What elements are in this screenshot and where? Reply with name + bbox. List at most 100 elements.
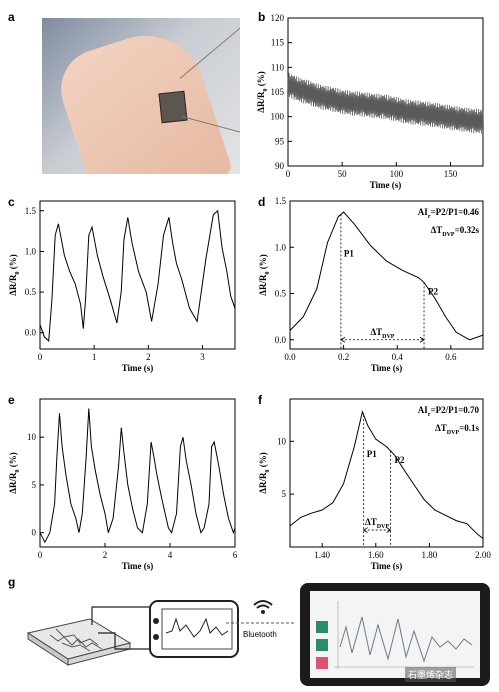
x-tick-label: 0 [38,550,43,560]
arrow-head [386,527,392,533]
app-button-green [316,621,328,633]
app-button-pink [316,657,328,669]
x-tick-label: 6 [233,550,238,560]
app-waveform [334,601,474,669]
chart-f: 1.40 1.60 1.80 2.00 5 10 Time (s) ΔR/R0 (%) P1 P2… [258,398,491,571]
panel-label-a: a [8,10,15,24]
plot-frame [39,200,236,350]
chart-c: 0 1 2 3 0.0 0.5 1.0 1.5 Time (s) ΔR/R0 (%) [8,200,236,373]
x-axis-label: Time (s) [122,561,154,571]
x-tick-label: 150 [444,169,458,179]
y-tick-label: 110 [271,62,285,72]
dashed-link [226,622,296,624]
arrow-head [419,336,425,343]
lead-wire [91,606,156,625]
x-tick-label: 100 [390,169,404,179]
p1-label: P1 [367,449,377,459]
series-line [289,410,484,539]
y-axis-label: ΔR/R0 (%) [8,254,21,295]
x-tick-label: 0.0 [284,352,296,362]
x-tick-label: 2.00 [475,550,491,560]
x-tick-label: 1.40 [314,550,330,560]
y-tick-label: 105 [271,87,285,97]
p1-label: P1 [344,248,354,258]
watermark: 石墨烯杂志 [405,667,457,682]
y-tick-label: 10 [277,436,287,446]
device-schematic [26,600,239,666]
y-tick-label: 10 [27,432,37,442]
chart-e: 0 2 4 6 0 5 10 Time (s) ΔR/R0 (%) [8,398,238,571]
y-tick-label: 0.0 [275,335,287,345]
y-tick-label: 1.5 [25,206,37,216]
readout-module [149,600,239,658]
x-tick-label: 0 [286,169,291,179]
y-tick-label: 0 [32,528,37,538]
chart-b: 0 50 100 150 90 95 100 105 110 115 120 Time (s) ΔR/R… [256,13,484,190]
arrow-head [362,527,368,533]
y-tick-label: 1.0 [25,246,37,256]
y-axis-label: ΔR/R0 (%) [258,452,271,493]
phone-app-screenshot [300,583,490,686]
air-annotation: AIr=P2/P1=0.70 [418,405,480,418]
y-tick-label: 95 [275,136,285,146]
x-axis-label: Time (s) [371,561,403,571]
y-tick-label: 0.0 [25,328,37,338]
x-tick-label: 1.80 [422,550,438,560]
panel-label-c: c [8,195,15,209]
dtvp-label: ΔTDVP [365,517,389,530]
sensor-wire [179,26,240,79]
dtvp-label: ΔTDVP [370,327,394,340]
wrist-arm-shape [50,20,234,174]
phone-screen [310,591,480,678]
x-tick-label: 0.6 [445,352,457,362]
series-line [39,408,236,544]
x-tick-label: 2 [103,550,108,560]
y-tick-label: 5 [32,480,37,490]
dt-annotation: ΔTDVP=0.32s [431,225,480,238]
y-tick-label: 5 [282,489,287,499]
series-line [287,72,484,134]
x-axis-label: Time (s) [122,363,154,373]
p2-label: P2 [428,286,438,296]
panel-label-g: g [8,575,16,589]
x-tick-label: 1 [92,352,97,362]
plot-frame [289,200,484,350]
x-tick-label: 0.4 [392,352,404,362]
y-tick-label: 120 [271,13,285,23]
sensor-patch [158,90,188,124]
panel-label-e: e [8,393,15,407]
plot-frame [39,398,236,548]
x-tick-label: 3 [200,352,205,362]
y-tick-label: 0.5 [25,287,37,297]
series-line [39,209,236,342]
p2-label: P2 [395,455,405,465]
y-axis-label: ΔR/R0 (%) [258,254,271,295]
x-axis-label: Time (s) [370,180,402,190]
series-line [289,211,484,341]
arrow-head [340,336,346,343]
x-tick-label: 0.2 [338,352,349,362]
x-tick-label: 2 [146,352,151,362]
dt-annotation: ΔTDVP=0.1s [435,423,479,436]
panel-label-b: b [258,10,266,24]
y-tick-label: 100 [271,112,285,122]
y-axis-label: ΔR/R0 (%) [8,452,21,493]
plot-frame [289,398,484,548]
bluetooth-label: Bluetooth [243,630,277,639]
chart-d: 0.0 0.2 0.4 0.6 0.0 0.5 1.0 1.5 Time (s) ΔR/R0 (%… [258,196,484,373]
y-axis-label: ΔR/R0 (%) [256,71,269,112]
x-tick-label: 0 [38,352,43,362]
y-tick-label: 1.0 [275,242,287,252]
air-annotation: AIr=P2/P1=0.46 [418,207,480,220]
x-tick-label: 50 [338,169,348,179]
app-button-green [316,639,328,651]
y-tick-label: 90 [275,161,285,171]
x-axis-label: Time (s) [371,363,403,373]
wifi-icon [253,600,273,614]
x-tick-label: 1.60 [368,550,384,560]
wrist-sensor-photo [42,18,240,174]
y-tick-label: 1.5 [275,196,287,206]
x-tick-label: 4 [168,550,173,560]
panel-label-d: d [258,195,266,209]
panel-label-f: f [258,393,262,407]
